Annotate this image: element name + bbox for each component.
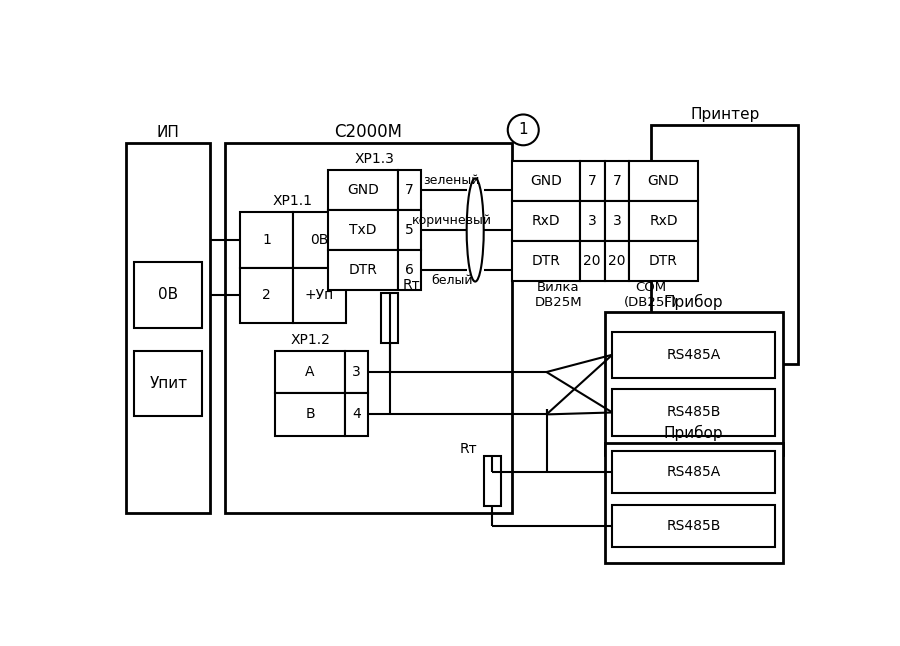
- Text: RxD: RxD: [649, 214, 678, 228]
- Bar: [612, 390, 775, 435]
- Text: коричневый: коричневый: [411, 214, 491, 227]
- Bar: [275, 351, 345, 393]
- Text: ХР1.3: ХР1.3: [355, 152, 394, 166]
- Text: 1: 1: [518, 122, 528, 138]
- Text: DTR: DTR: [649, 254, 678, 268]
- Bar: [398, 250, 421, 290]
- Bar: [328, 170, 398, 210]
- Bar: [612, 505, 775, 547]
- Bar: [225, 143, 511, 512]
- Bar: [398, 170, 421, 210]
- Text: 3: 3: [613, 214, 621, 228]
- Text: Rт: Rт: [402, 278, 420, 293]
- Text: Упит: Упит: [149, 376, 187, 391]
- Bar: [345, 393, 368, 435]
- Text: ХР1.1: ХР1.1: [273, 194, 313, 209]
- Bar: [293, 267, 346, 323]
- Text: 7: 7: [588, 174, 597, 188]
- Bar: [328, 210, 398, 250]
- Text: RS485B: RS485B: [667, 406, 721, 419]
- Text: 0В: 0В: [310, 233, 328, 247]
- Text: RS485A: RS485A: [667, 464, 721, 479]
- Text: Принтер: Принтер: [690, 107, 760, 122]
- Text: +Уп: +Уп: [305, 288, 334, 302]
- Text: GND: GND: [346, 183, 379, 197]
- Text: 7: 7: [613, 174, 621, 188]
- Bar: [612, 451, 775, 494]
- Text: ХР1.2: ХР1.2: [290, 333, 330, 347]
- Text: 4: 4: [352, 408, 361, 421]
- Bar: [580, 201, 605, 241]
- Bar: [240, 267, 293, 323]
- Text: GND: GND: [648, 174, 680, 188]
- Text: 20: 20: [583, 254, 601, 268]
- Text: 5: 5: [405, 223, 414, 237]
- Bar: [483, 456, 500, 506]
- Text: 1: 1: [262, 233, 271, 247]
- Text: 6: 6: [405, 263, 414, 277]
- Bar: [605, 161, 629, 201]
- Text: RS485B: RS485B: [667, 519, 721, 533]
- Text: 3: 3: [588, 214, 597, 228]
- Bar: [605, 201, 629, 241]
- Bar: [511, 201, 580, 241]
- Text: DTR: DTR: [348, 263, 377, 277]
- Bar: [629, 201, 698, 241]
- Text: зеленый: зеленый: [423, 174, 480, 187]
- Text: 3: 3: [352, 365, 361, 379]
- Text: COM
(DB25F): COM (DB25F): [624, 280, 678, 309]
- Bar: [580, 241, 605, 281]
- Bar: [134, 262, 202, 328]
- Bar: [511, 241, 580, 281]
- Bar: [629, 161, 698, 201]
- Text: 2: 2: [263, 288, 271, 302]
- Text: A: A: [305, 365, 315, 379]
- Bar: [293, 213, 346, 267]
- Text: 20: 20: [608, 254, 626, 268]
- Text: B: B: [305, 408, 315, 421]
- Bar: [605, 313, 783, 455]
- Bar: [240, 213, 293, 267]
- Text: RxD: RxD: [531, 214, 560, 228]
- Text: Вилка
DB25M: Вилка DB25M: [535, 280, 582, 309]
- Text: GND: GND: [530, 174, 562, 188]
- Bar: [382, 293, 399, 343]
- Bar: [345, 351, 368, 393]
- Text: ИП: ИП: [157, 125, 180, 140]
- Bar: [134, 351, 202, 416]
- Bar: [275, 393, 345, 435]
- Bar: [580, 161, 605, 201]
- Bar: [398, 210, 421, 250]
- Text: Прибор: Прибор: [664, 293, 724, 309]
- Bar: [612, 331, 775, 378]
- Text: TxD: TxD: [349, 223, 376, 237]
- Text: RS485A: RS485A: [667, 348, 721, 362]
- Text: белый: белый: [431, 275, 472, 287]
- Bar: [605, 443, 783, 563]
- Text: Rт: Rт: [460, 442, 478, 455]
- Bar: [651, 125, 798, 364]
- Bar: [629, 241, 698, 281]
- Bar: [126, 143, 211, 512]
- Bar: [328, 250, 398, 290]
- Text: Прибор: Прибор: [664, 424, 724, 441]
- Text: DTR: DTR: [531, 254, 560, 268]
- Bar: [511, 161, 580, 201]
- Text: 7: 7: [405, 183, 414, 197]
- Text: 0В: 0В: [158, 287, 178, 302]
- Text: C2000M: C2000M: [334, 123, 402, 141]
- Bar: [605, 241, 629, 281]
